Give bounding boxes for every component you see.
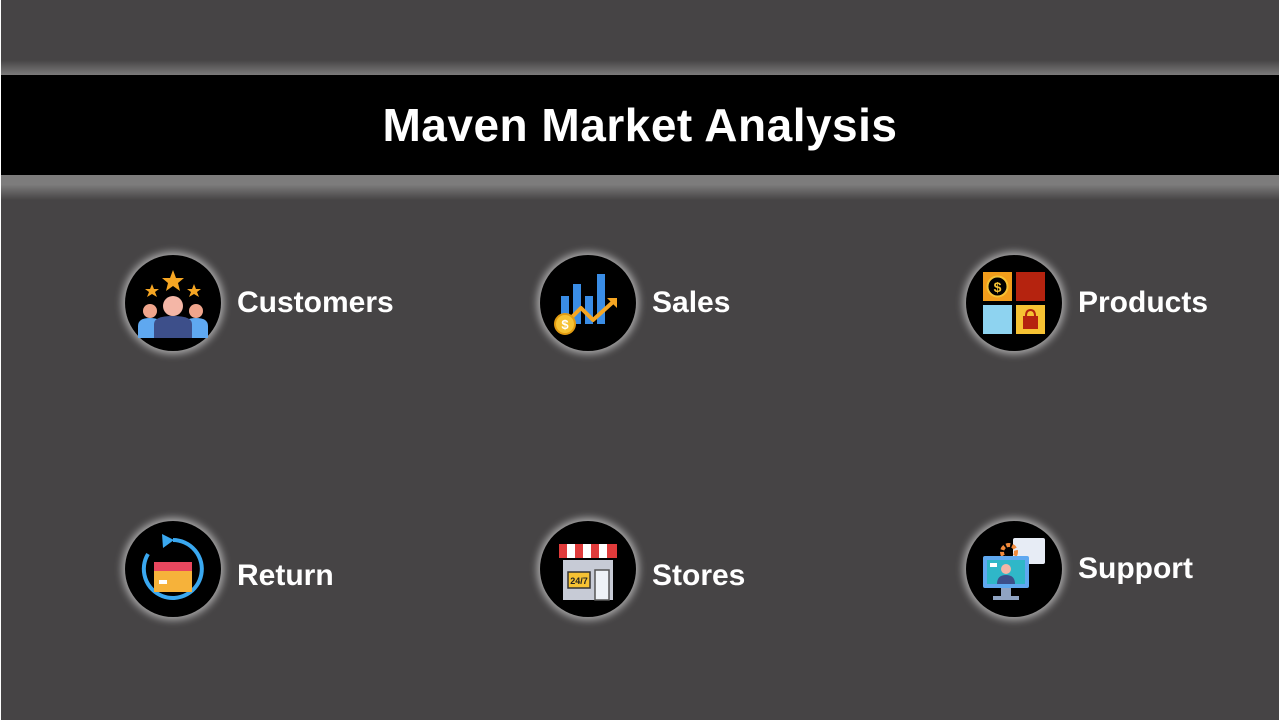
page-title: Maven Market Analysis xyxy=(382,99,898,151)
store-sign-text: 24/7 xyxy=(570,576,588,586)
nav-products-button[interactable]: $ Products xyxy=(966,255,1208,351)
customers-icon xyxy=(125,255,221,351)
nav-sales-button[interactable]: $ Sales xyxy=(540,255,730,351)
sales-chart-icon: $ xyxy=(540,255,636,351)
nav-return-button[interactable]: Return xyxy=(125,521,334,617)
nav-stores-button[interactable]: 24/7 Stores xyxy=(540,521,745,617)
support-icon xyxy=(966,521,1062,617)
svg-text:$: $ xyxy=(561,317,569,332)
svg-text:$: $ xyxy=(994,279,1002,295)
header-banner: Maven Market Analysis xyxy=(1,75,1279,175)
nav-stores-label: Stores xyxy=(652,559,746,592)
return-box-icon xyxy=(125,521,221,617)
nav-support-label: Support xyxy=(1078,552,1193,585)
nav-sales-label: Sales xyxy=(652,286,731,319)
store-icon: 24/7 xyxy=(540,521,636,617)
nav-customers-button[interactable]: Customers xyxy=(125,255,394,351)
left-edge-line xyxy=(0,0,1,720)
nav-customers-label: Customers xyxy=(237,286,394,319)
nav-support-button[interactable]: Support xyxy=(966,521,1193,617)
nav-return-label: Return xyxy=(237,559,334,592)
products-icon: $ xyxy=(966,255,1062,351)
nav-products-label: Products xyxy=(1078,286,1209,319)
